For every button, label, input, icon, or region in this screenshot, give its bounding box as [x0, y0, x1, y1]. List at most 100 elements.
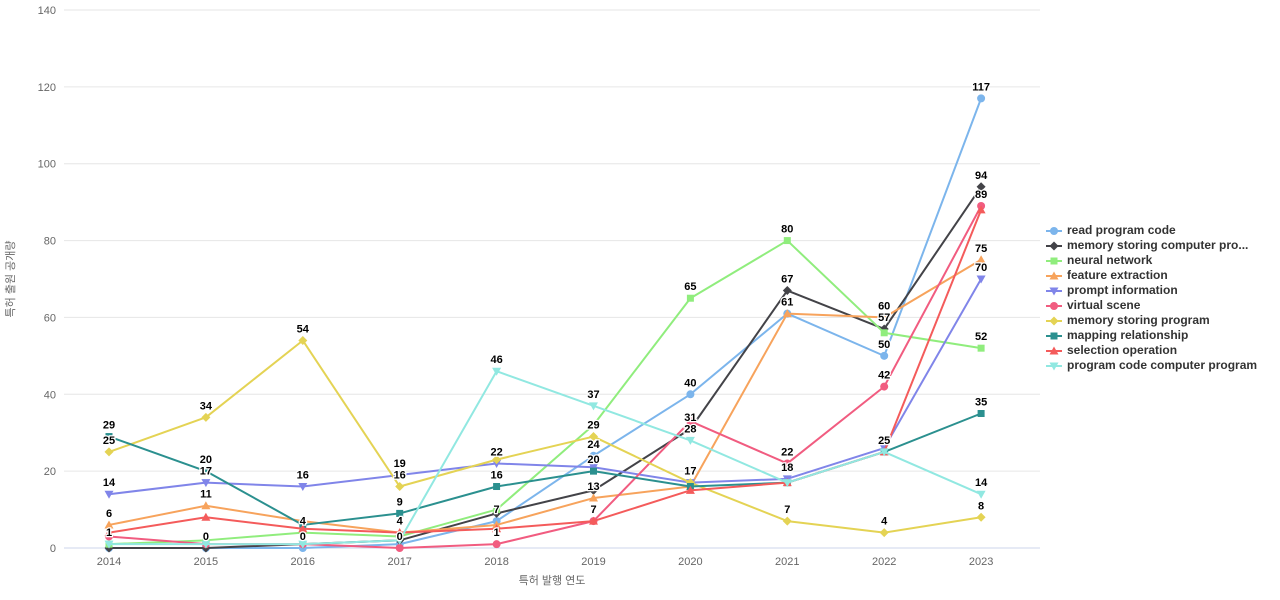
data-label: 4 — [881, 516, 888, 528]
data-point-marker[interactable] — [104, 528, 114, 537]
legend-item-selection-operation[interactable]: selection operation — [1046, 343, 1257, 358]
data-point-marker[interactable] — [395, 536, 405, 545]
x-axis-tick-label: 2017 — [387, 556, 411, 568]
data-label: 8 — [978, 500, 984, 512]
legend-label: memory storing program — [1067, 313, 1210, 327]
legend-label: prompt information — [1067, 283, 1178, 297]
data-point-marker[interactable] — [396, 509, 404, 517]
data-point-marker[interactable] — [976, 512, 986, 522]
legend-item-neural-network[interactable]: neural network — [1046, 253, 1257, 268]
data-label: 22 — [490, 446, 502, 458]
data-point-marker[interactable] — [685, 436, 695, 445]
data-point-marker[interactable] — [590, 421, 597, 429]
data-point-marker[interactable] — [685, 424, 695, 434]
data-point-marker[interactable] — [492, 540, 501, 549]
data-label: 75 — [975, 243, 987, 255]
data-point-marker[interactable] — [976, 255, 986, 264]
data-point-marker[interactable] — [104, 540, 114, 549]
data-point-marker[interactable] — [104, 520, 114, 529]
data-label: 89 — [975, 189, 987, 201]
data-point-marker[interactable] — [879, 448, 889, 457]
data-point-marker[interactable] — [493, 506, 501, 514]
data-point-marker[interactable] — [395, 544, 404, 552]
data-point-marker[interactable] — [298, 483, 308, 492]
legend-marker-icon — [1046, 271, 1062, 279]
data-point-marker[interactable] — [783, 459, 792, 468]
data-point-marker[interactable] — [686, 294, 694, 302]
data-point-marker[interactable] — [589, 485, 598, 495]
data-point-marker[interactable] — [298, 524, 308, 533]
data-point-marker[interactable] — [395, 528, 405, 537]
data-point-marker[interactable] — [299, 529, 307, 537]
data-point-marker[interactable] — [782, 479, 792, 488]
legend-item-memory-storing-computer-pro-[interactable]: memory storing computer pro... — [1046, 238, 1257, 253]
data-point-marker[interactable] — [493, 483, 501, 491]
data-point-marker[interactable] — [880, 382, 889, 391]
legend-item-feature-extraction[interactable]: feature extraction — [1046, 268, 1257, 283]
data-point-marker[interactable] — [492, 524, 502, 533]
data-point-marker[interactable] — [782, 516, 792, 526]
data-point-marker[interactable] — [201, 479, 211, 488]
legend-item-prompt-information[interactable]: prompt information — [1046, 283, 1257, 298]
data-point-marker[interactable] — [492, 508, 502, 518]
data-point-marker[interactable] — [201, 540, 211, 549]
data-point-marker[interactable] — [685, 485, 695, 494]
data-point-marker[interactable] — [589, 402, 598, 411]
data-point-marker[interactable] — [298, 335, 308, 345]
data-label: 94 — [975, 170, 988, 182]
data-point-marker[interactable] — [976, 275, 986, 284]
series-line — [108, 205, 982, 549]
data-label: 20 — [587, 454, 599, 466]
legend-item-mapping-relationship[interactable]: mapping relationship — [1046, 328, 1257, 343]
data-point-marker[interactable] — [298, 540, 308, 549]
data-point-marker[interactable] — [492, 455, 502, 465]
series-line — [109, 370, 982, 546]
data-point-marker[interactable] — [976, 490, 986, 499]
data-point-marker[interactable] — [977, 344, 985, 352]
data-point-marker[interactable] — [589, 451, 598, 460]
data-point-marker[interactable] — [590, 467, 597, 475]
data-point-marker[interactable] — [105, 433, 113, 441]
data-point-marker[interactable] — [686, 390, 695, 399]
data-point-marker[interactable] — [977, 410, 985, 417]
data-point-marker[interactable] — [201, 512, 211, 521]
data-point-marker[interactable] — [201, 501, 211, 510]
data-point-marker[interactable] — [880, 351, 889, 360]
data-label: 7 — [784, 504, 790, 516]
data-point-marker[interactable] — [782, 286, 792, 296]
data-point-marker[interactable] — [879, 312, 889, 321]
data-label: 13 — [587, 481, 599, 493]
data-point-marker[interactable] — [686, 417, 695, 426]
legend-item-program-code-computer-program[interactable]: program code computer program — [1046, 358, 1257, 373]
data-point-marker[interactable] — [395, 471, 405, 480]
data-point-marker[interactable] — [492, 367, 502, 376]
data-point-marker[interactable] — [201, 412, 211, 422]
data-point-marker[interactable] — [976, 182, 986, 192]
data-point-marker[interactable] — [879, 528, 889, 538]
legend-item-memory-storing-program[interactable]: memory storing program — [1046, 313, 1257, 328]
data-point-marker[interactable] — [976, 205, 986, 214]
data-point-marker[interactable] — [202, 467, 210, 475]
legend-item-read-program-code[interactable]: read program code — [1046, 223, 1257, 238]
data-point-marker[interactable] — [880, 329, 888, 337]
legend-item-virtual-scene[interactable]: virtual scene — [1046, 298, 1257, 313]
data-point-marker[interactable] — [783, 237, 791, 245]
legend-shape — [1049, 316, 1059, 325]
data-point-marker[interactable] — [589, 432, 598, 442]
data-point-marker[interactable] — [782, 309, 792, 318]
data-point-marker[interactable] — [589, 493, 598, 502]
x-axis-tick-label: 2021 — [775, 556, 799, 568]
x-axis-tick-label: 2020 — [678, 556, 702, 568]
data-label: 4 — [397, 516, 404, 528]
data-point-marker[interactable] — [104, 490, 114, 499]
data-point-marker[interactable] — [396, 532, 404, 540]
data-label: 16 — [297, 470, 309, 482]
data-label: 22 — [781, 446, 793, 458]
data-label: 67 — [781, 274, 793, 286]
data-point-marker[interactable] — [104, 447, 114, 457]
data-point-marker[interactable] — [977, 94, 986, 103]
data-point-marker[interactable] — [589, 516, 598, 525]
legend-marker-icon — [1046, 226, 1062, 235]
data-point-marker[interactable] — [395, 482, 405, 492]
y-axis-tick-label: 120 — [38, 82, 56, 94]
